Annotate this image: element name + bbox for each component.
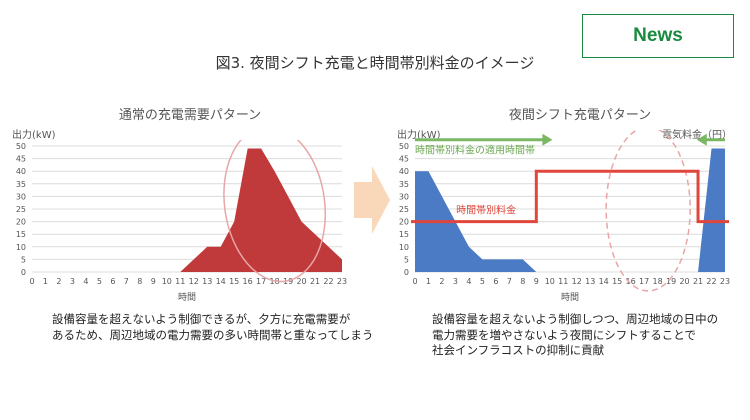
x-tick-label: 14 — [216, 277, 226, 286]
y-tick-label: 30 — [16, 192, 26, 201]
y-tick-label: 35 — [399, 180, 409, 189]
x-tick-label: 9 — [534, 277, 539, 286]
y-tick-label: 40 — [16, 167, 26, 176]
x-tick-label: 5 — [97, 277, 102, 286]
x-tick-label: 19 — [666, 277, 676, 286]
x-tick-label: 16 — [243, 277, 253, 286]
x-tick-label: 20 — [296, 277, 306, 286]
left-chart-title: 通常の充電需要パターン — [118, 108, 262, 123]
x-tick-label: 2 — [56, 277, 61, 286]
x-tick-label: 10 — [545, 277, 555, 286]
y-tick-label: 5 — [21, 255, 26, 264]
transition-arrow-icon — [354, 166, 390, 234]
right-caption-line: 設備容量を超えないよう制御しつつ、周辺地域の日中の — [432, 312, 719, 326]
x-tick-label: 8 — [520, 277, 525, 286]
y-tick-label: 50 — [399, 142, 409, 151]
y-tick-label: 25 — [399, 205, 409, 214]
highlight-ellipse — [223, 140, 327, 283]
y-tick-label: 10 — [399, 243, 409, 252]
area-series — [32, 148, 342, 272]
x-tick-label: 22 — [323, 277, 333, 286]
y-tick-label: 0 — [404, 268, 409, 277]
window-arrow-label: 時間帯別料金の適用時間帯 — [415, 144, 535, 157]
x-axis-label: 時間 — [178, 292, 196, 303]
x-tick-label: 20 — [679, 277, 689, 286]
y-tick-label: 50 — [16, 142, 26, 151]
x-tick-label: 0 — [412, 277, 417, 286]
y-tick-label: 20 — [399, 218, 409, 227]
left-caption-line: あるため、周辺地域の電力需要の多い時間帯と重なってしまう — [52, 327, 374, 342]
x-tick-label: 5 — [480, 277, 485, 286]
x-tick-label: 1 — [43, 277, 48, 286]
right-caption-line: 社会インフラコストの抑制に貢献 — [432, 343, 605, 357]
x-tick-label: 3 — [70, 277, 75, 286]
news-badge[interactable]: News — [582, 14, 734, 58]
left-caption: 設備容量を超えないよう制御できるが、夕方に充電需要が あるため、周辺地域の電力需… — [52, 312, 373, 343]
y-tick-label: 45 — [399, 155, 409, 164]
x-tick-label: 6 — [110, 277, 115, 286]
y-tick-label: 45 — [16, 155, 26, 164]
y-tick-label: 5 — [404, 255, 409, 264]
left-caption-line: 設備容量を超えないよう制御できるが、夕方に充電需要が — [52, 312, 351, 326]
x-tick-label: 23 — [720, 277, 730, 286]
window-arrow-head — [542, 133, 553, 146]
right-caption: 設備容量を超えないよう制御しつつ、周辺地域の日中の 電力需要を増やさないよう夜間… — [432, 312, 718, 359]
x-tick-label: 11 — [175, 277, 185, 286]
x-tick-label: 22 — [706, 277, 716, 286]
area-series — [415, 148, 725, 272]
rate-line-label: 時間帯別料金 — [456, 204, 516, 217]
x-tick-label: 15 — [229, 277, 239, 286]
y-tick-label: 20 — [16, 218, 26, 227]
x-tick-label: 12 — [189, 277, 199, 286]
x-tick-label: 4 — [83, 277, 88, 286]
x-tick-label: 14 — [599, 277, 609, 286]
x-tick-label: 18 — [653, 277, 663, 286]
x-tick-label: 23 — [337, 277, 347, 286]
y-tick-label: 0 — [21, 268, 26, 277]
x-axis-label: 時間 — [561, 292, 579, 303]
left-y-axis-label: 出力(kW) — [12, 130, 56, 141]
x-tick-label: 6 — [493, 277, 498, 286]
right-chart-title: 夜間シフト充電パターン — [508, 108, 652, 123]
y-tick-label: 15 — [399, 230, 409, 239]
y-tick-label: 15 — [16, 230, 26, 239]
right-y-axis-label: 出力(kW) — [397, 130, 441, 141]
figure-title: 図3. 夜間シフト充電と時間帯別料金のイメージ — [215, 54, 535, 72]
y-tick-label: 30 — [399, 192, 409, 201]
window-arrow-head-right — [696, 133, 707, 146]
x-tick-label: 1 — [426, 277, 431, 286]
y-tick-label: 40 — [399, 167, 409, 176]
right-secondary-axis-label: 電気料金（円） — [662, 130, 732, 141]
x-tick-label: 21 — [693, 277, 703, 286]
x-tick-label: 21 — [310, 277, 320, 286]
x-tick-label: 10 — [162, 277, 172, 286]
y-tick-label: 10 — [16, 243, 26, 252]
rate-step-line — [411, 169, 729, 224]
x-tick-label: 7 — [124, 277, 129, 286]
y-tick-label: 35 — [16, 180, 26, 189]
daytime-ellipse — [605, 130, 691, 292]
x-tick-label: 13 — [585, 277, 595, 286]
x-tick-label: 13 — [202, 277, 212, 286]
x-tick-label: 4 — [466, 277, 471, 286]
y-tick-label: 25 — [16, 205, 26, 214]
x-tick-label: 12 — [572, 277, 582, 286]
x-tick-label: 8 — [137, 277, 142, 286]
right-caption-line: 電力需要を増やさないよう夜間にシフトすることで — [432, 327, 696, 342]
x-tick-label: 17 — [256, 277, 266, 286]
x-tick-label: 11 — [558, 277, 568, 286]
x-tick-label: 7 — [507, 277, 512, 286]
x-tick-label: 9 — [151, 277, 156, 286]
x-tick-label: 3 — [453, 277, 458, 286]
x-tick-label: 16 — [626, 277, 636, 286]
x-tick-label: 2 — [439, 277, 444, 286]
x-tick-label: 0 — [29, 277, 34, 286]
x-tick-label: 15 — [612, 277, 622, 286]
x-tick-label: 17 — [639, 277, 649, 286]
